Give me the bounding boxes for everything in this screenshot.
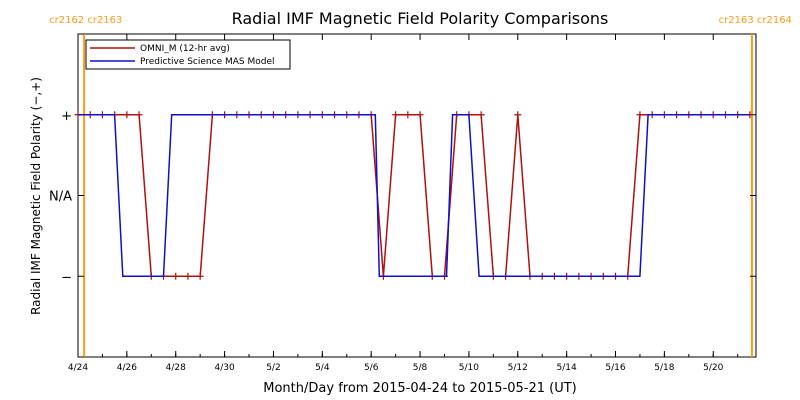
plot-frame — [77, 33, 757, 358]
x-tick-label: 5/14 — [557, 363, 577, 373]
omni-data-point — [123, 111, 131, 119]
y-tick-label: − — [61, 270, 72, 285]
x-axis-ticks: 4/24 4/26 4/28 4/30 5/2 5/4 5/6 5/8 5/10 5/12 5/14… — [68, 34, 739, 373]
x-tick-label: 4/26 — [117, 363, 137, 373]
omni-series-line — [78, 114, 750, 278]
x-tick-label: 5/10 — [459, 363, 479, 373]
x-tick-label: 5/4 — [315, 363, 330, 373]
omni-data-point — [135, 111, 143, 119]
omni-data-point — [392, 111, 400, 119]
omni-data-point — [514, 111, 522, 119]
series-layer — [74, 111, 754, 280]
x-tick-label: 4/28 — [166, 363, 186, 373]
carrington-label: cr2163 cr2164 — [719, 15, 792, 26]
x-tick-label: 5/18 — [654, 363, 674, 373]
y-axis-ticks: + N/A − — [49, 33, 756, 358]
omni-data-point — [172, 272, 180, 280]
x-tick-label: 4/24 — [68, 363, 88, 373]
x-tick-label: 5/6 — [364, 363, 379, 373]
x-axis-label: Month/Day from 2015-04-24 to 2015-05-21 … — [263, 381, 576, 396]
x-tick-label: 5/16 — [605, 363, 625, 373]
mas-series-line — [78, 114, 750, 278]
x-tick-label: 4/30 — [214, 363, 234, 373]
omni-data-point — [196, 272, 204, 280]
y-tick-label: + — [61, 109, 72, 124]
y-axis-label: Radial IMF Magnetic Field Polarity (−,+) — [29, 77, 43, 315]
x-tick-label: 5/2 — [266, 363, 280, 373]
x-tick-label: 5/12 — [508, 363, 528, 373]
legend-label-omni: OMNI_M (12-hr avg) — [140, 44, 230, 54]
omni-data-point — [416, 111, 424, 119]
x-tick-label: 5/8 — [413, 363, 428, 373]
omni-data-point — [477, 111, 485, 119]
y-tick-label: N/A — [49, 190, 72, 205]
legend: OMNI_M (12-hr avg) Predictive Science MA… — [85, 39, 291, 70]
omni-data-point — [404, 111, 412, 119]
x-tick-label: 5/20 — [703, 363, 723, 373]
carrington-label: cr2162 cr2163 — [49, 15, 122, 26]
omni-data-point — [184, 272, 192, 280]
legend-label-mas: Predictive Science MAS Model — [140, 57, 275, 67]
legend-box — [85, 39, 291, 70]
omni-data-point — [636, 111, 644, 119]
chart-title: Radial IMF Magnetic Field Polarity Compa… — [232, 9, 609, 28]
